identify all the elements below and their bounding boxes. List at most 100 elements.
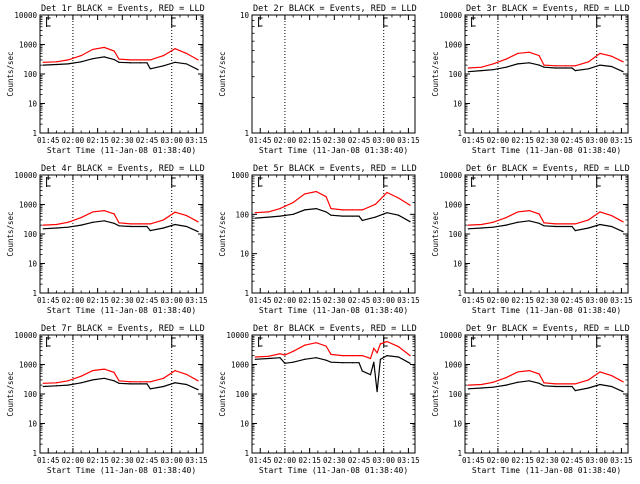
lld-data-point: [42, 224, 44, 226]
lld-data-point: [351, 209, 354, 211]
events-data-point: [622, 391, 624, 393]
events-data-point: [118, 225, 120, 227]
events-series-line: [468, 380, 624, 393]
x-tick-label: 02:45: [348, 136, 371, 145]
lld-data-point: [92, 370, 94, 372]
x-tick-label: 02:00: [487, 136, 510, 145]
events-data-point: [80, 224, 82, 226]
x-tick-label: 03:00: [372, 456, 395, 465]
interval-flag: [171, 177, 176, 187]
events-data-point: [42, 228, 44, 230]
events-data-point: [467, 388, 469, 390]
lld-data-point: [118, 380, 120, 382]
panel-det-7: Det 7r BLACK = Events, RED = LLD 1 10 100 10…: [6, 324, 208, 475]
events-data-point: [103, 56, 105, 58]
events-data-point: [284, 362, 286, 364]
panel-title: Det 4r BLACK = Events, RED = LLD: [41, 164, 205, 174]
lld-data-point: [129, 223, 132, 225]
lld-data-point: [369, 357, 372, 360]
x-tick-label: 02:00: [487, 456, 510, 465]
panel-det-6: Det 6r BLACK = Events, RED = LLD 1 10 100 10…: [431, 164, 633, 315]
events-data-point: [174, 61, 176, 63]
lld-data-point: [397, 197, 400, 199]
interval-flag: [258, 177, 263, 187]
lld-data-point: [113, 50, 115, 52]
events-data-point: [118, 382, 120, 384]
lld-series-line: [468, 209, 624, 226]
events-data-point: [564, 385, 567, 388]
events-data-point: [139, 62, 142, 64]
lld-data-point: [599, 211, 601, 213]
y-axis-label: Counts/sec: [218, 371, 227, 416]
events-data-point: [129, 225, 132, 228]
events-data-point: [587, 227, 590, 229]
events-data-point: [480, 70, 483, 72]
events-data-point: [185, 225, 188, 228]
events-data-point: [554, 225, 557, 228]
interval-flag: [596, 17, 601, 27]
x-tick-label: 03:15: [397, 296, 420, 305]
panel-det-9: Det 9r BLACK = Events, RED = LLD 1 10 100 10…: [431, 324, 633, 475]
events-data-point: [373, 361, 375, 363]
events-data-point: [149, 68, 151, 70]
events-series-line: [255, 354, 411, 392]
events-data-point: [361, 219, 363, 222]
y-tick-label: 1000: [19, 201, 38, 210]
x-tick-label: 02:15: [86, 136, 109, 145]
events-data-point: [146, 225, 148, 228]
x-tick-label: 01:45: [249, 456, 272, 465]
lld-data-point: [139, 381, 142, 383]
events-data-point: [197, 69, 199, 71]
events-data-point: [517, 381, 519, 383]
lld-data-point: [622, 381, 624, 383]
events-data-point: [254, 358, 256, 360]
lld-data-point: [146, 381, 148, 383]
events-data-point: [129, 383, 132, 385]
x-tick-label: 02:30: [536, 296, 559, 305]
y-tick-label: 100: [448, 70, 462, 79]
x-tick-label: 03:15: [397, 456, 420, 465]
panel-det-5: Det 5r BLACK = Events, RED = LLD 1 10 100 10…: [218, 164, 420, 315]
interval-flag: [596, 177, 601, 187]
events-data-point: [113, 380, 115, 382]
events-data-point: [162, 385, 165, 388]
events-data-point: [358, 362, 360, 364]
x-tick-label: 02:30: [323, 456, 346, 465]
x-tick-label: 03:00: [585, 136, 608, 145]
events-data-point: [610, 225, 613, 228]
y-tick-label: 1: [32, 129, 37, 138]
events-data-point: [543, 225, 545, 227]
events-data-point: [197, 389, 199, 391]
lld-data-point: [67, 221, 69, 223]
y-tick-label: 10: [453, 260, 463, 269]
interval-flag: [471, 17, 476, 27]
lld-data-point: [517, 371, 519, 373]
events-data-point: [55, 227, 58, 229]
lld-data-point: [67, 380, 69, 382]
lld-data-point: [129, 59, 132, 61]
lld-data-point: [174, 370, 176, 372]
x-axis-label: Start Time (11-Jan-08 01:38:40): [472, 146, 621, 155]
lld-data-point: [528, 210, 530, 212]
events-data-point: [574, 390, 576, 392]
lld-data-point: [42, 61, 44, 63]
lld-data-point: [185, 215, 188, 217]
interval-flag: [171, 17, 176, 27]
events-series-line: [468, 220, 624, 233]
lld-data-point: [55, 382, 58, 384]
y-tick-label: 1: [244, 449, 249, 458]
interval-flag: [258, 337, 263, 347]
events-data-point: [587, 387, 590, 389]
events-data-point: [409, 221, 411, 223]
events-data-point: [292, 361, 294, 363]
lld-data-point: [358, 209, 360, 211]
events-data-point: [517, 221, 519, 223]
lld-data-point: [118, 58, 120, 60]
lld-data-point: [538, 213, 540, 215]
events-data-point: [386, 212, 388, 214]
events-data-point: [92, 379, 94, 381]
x-tick-label: 03:15: [185, 296, 208, 305]
y-axis-label: Counts/sec: [6, 211, 15, 256]
x-tick-label: 03:00: [160, 136, 183, 145]
events-data-point: [528, 380, 530, 382]
